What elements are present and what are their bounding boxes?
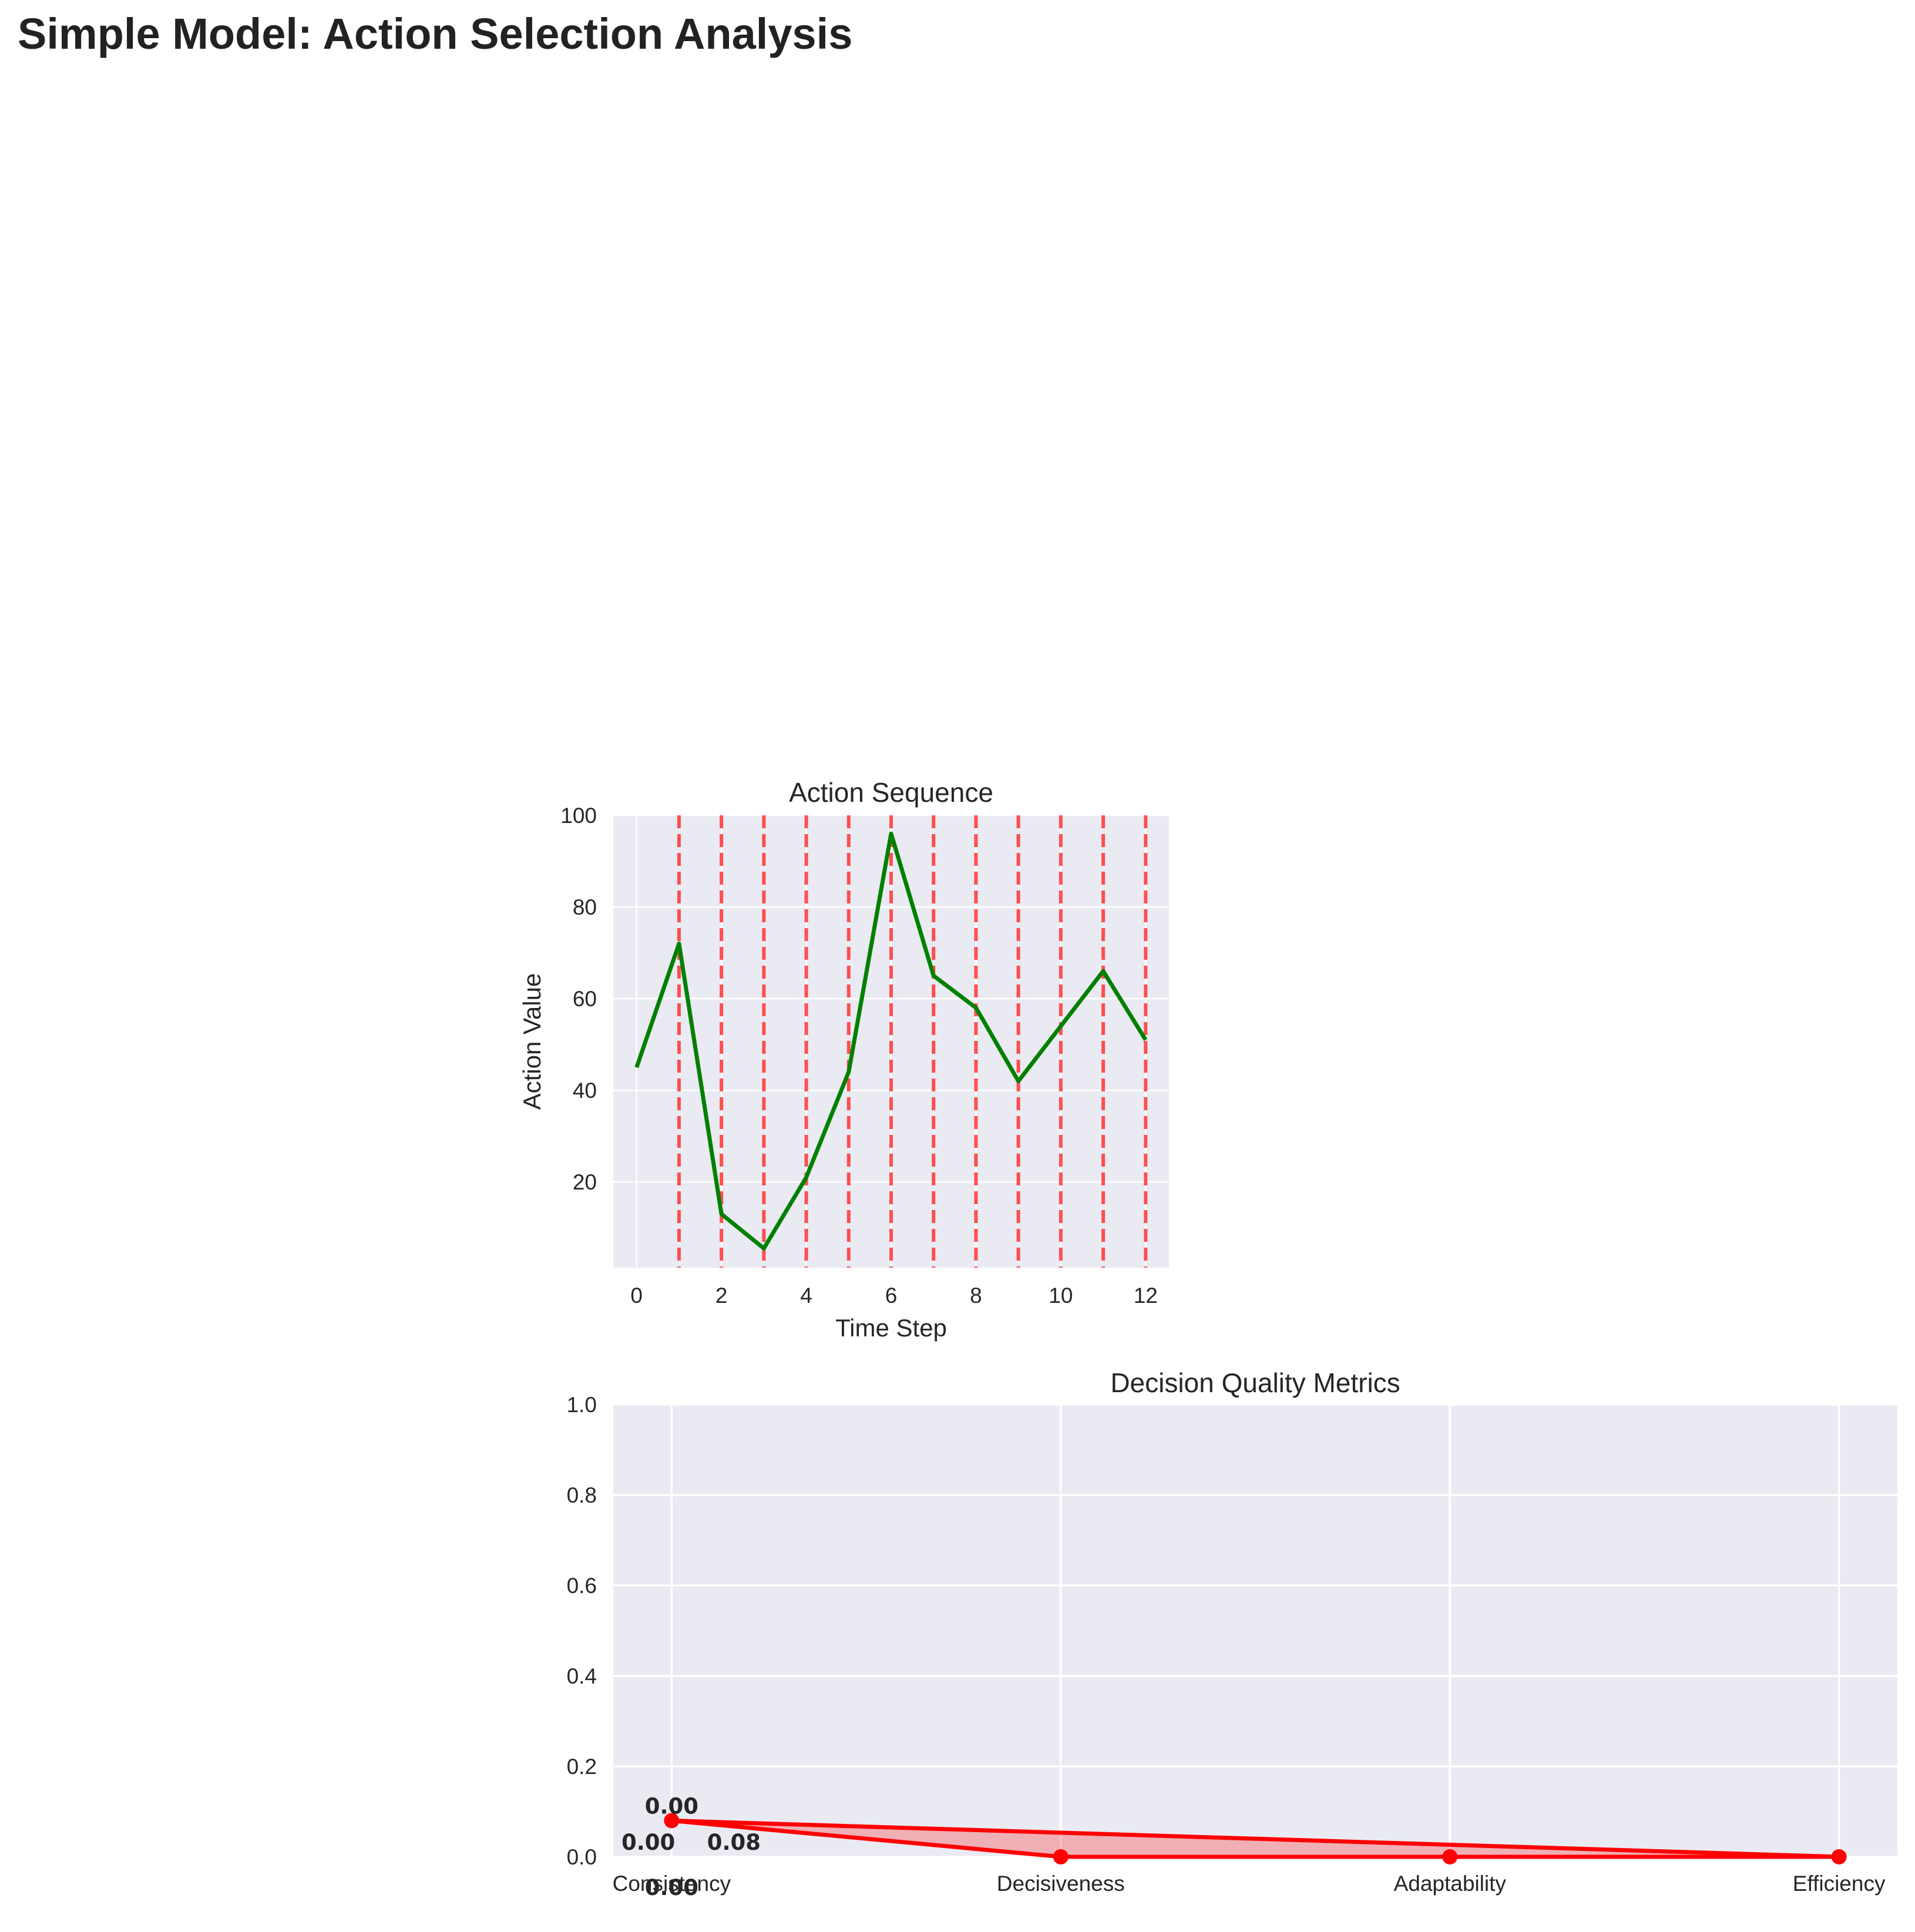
chart2-plot-background [613, 1405, 1897, 1857]
chart2-y-tick-labels: 0.0 0.2 0.4 0.6 0.8 1.0 [567, 1393, 597, 1869]
chart1-y-axis-label: Action Value [518, 973, 546, 1110]
chart2-value-label: 0.08 [707, 1830, 761, 1855]
chart1-y-tick-label: 20 [573, 1170, 597, 1194]
chart2-category-label: Consistency [613, 1871, 731, 1896]
chart1-y-tick-labels: 20 40 60 80 100 [560, 804, 597, 1194]
chart1-title: Action Sequence [789, 777, 993, 808]
action-sequence-chart: 0 2 4 6 8 10 12 20 40 60 80 100 Action Sequence Ti… [518, 777, 1169, 1342]
chart2-value-label: 0.00 [645, 1793, 698, 1819]
chart2-y-tick-label: 0.2 [567, 1755, 597, 1779]
chart1-y-tick-label: 100 [560, 804, 597, 828]
chart2-y-tick-label: 0.0 [567, 1845, 597, 1869]
chart2-y-tick-label: 0.4 [567, 1664, 597, 1688]
chart2-title: Decision Quality Metrics [1110, 1367, 1400, 1398]
chart2-point [1442, 1849, 1458, 1864]
chart1-x-tick-label: 8 [970, 1283, 982, 1308]
chart1-y-tick-label: 40 [573, 1078, 597, 1103]
chart2-category-labels: Consistency Decisiveness Adaptability Effic… [613, 1871, 1886, 1896]
chart2-category-label: Adaptability [1394, 1871, 1507, 1896]
chart1-x-axis-label: Time Step [835, 1314, 947, 1342]
chart1-x-tick-label: 4 [800, 1283, 812, 1308]
chart1-x-tick-label: 6 [885, 1283, 898, 1308]
chart2-category-label: Efficiency [1793, 1871, 1886, 1896]
chart1-x-tick-label: 10 [1049, 1283, 1073, 1308]
chart2-value-label: 0.00 [621, 1830, 675, 1855]
chart2-value-labels: 0.00 0.00 0.08 0.00 [621, 1793, 761, 1900]
chart2-y-tick-label: 1.0 [567, 1393, 597, 1417]
chart1-vertical-markers [677, 815, 1148, 1268]
chart2-grid [613, 1403, 1897, 1858]
chart1-y-tick-label: 60 [573, 987, 597, 1011]
chart2-point [1053, 1849, 1069, 1864]
chart1-y-tick-label: 80 [573, 895, 597, 919]
chart2-y-tick-label: 0.8 [567, 1483, 597, 1507]
chart2-point [664, 1813, 680, 1829]
page-title: Simple Model: Action Selection Analysis [18, 9, 853, 58]
chart1-series [634, 831, 1148, 1251]
chart2-value-label: 0.00 [645, 1875, 698, 1900]
chart1-series-line [634, 831, 1148, 1251]
chart1-x-tick-label: 12 [1134, 1283, 1158, 1308]
chart1-x-tick-labels: 0 2 4 6 8 10 12 [630, 1283, 1157, 1308]
chart2-y-tick-label: 0.6 [567, 1574, 597, 1598]
decision-quality-chart: 0.00 0.00 0.08 0.00 Consistency Decisiveness… [567, 1367, 1897, 1900]
chart2-category-label: Decisiveness [997, 1871, 1125, 1896]
chart1-x-tick-label: 0 [630, 1283, 643, 1308]
chart1-x-tick-label: 2 [715, 1283, 728, 1308]
chart2-point [1831, 1849, 1847, 1864]
chart2-series [664, 1813, 1847, 1864]
